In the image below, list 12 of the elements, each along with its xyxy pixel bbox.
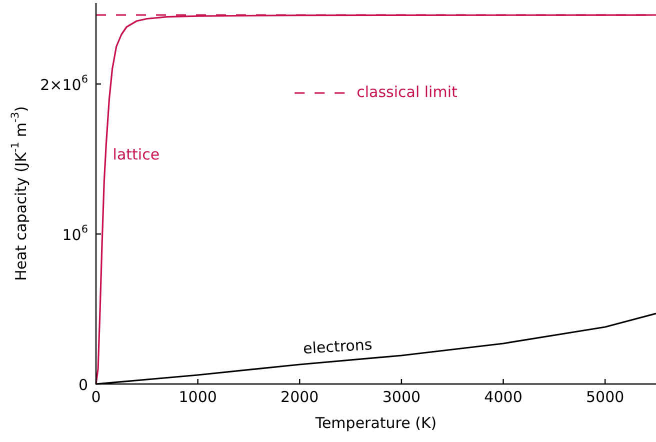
legend-label: classical limit xyxy=(356,82,458,101)
x-tick-label: 1000 xyxy=(178,388,217,406)
x-tick-label: 2000 xyxy=(280,388,319,406)
y-axis-title: Heat capacity (JK-1 m-3) xyxy=(10,106,30,281)
series-label: electrons xyxy=(302,335,373,358)
series-label: lattice xyxy=(112,145,160,164)
x-tick-label: 0 xyxy=(91,388,101,406)
x-axis-title: Temperature (K) xyxy=(314,414,437,432)
x-tick-label: 5000 xyxy=(586,388,624,406)
x-tick-label: 4000 xyxy=(484,388,522,406)
x-tick-label: 3000 xyxy=(382,388,421,406)
y-tick-label: 0 xyxy=(78,376,88,394)
